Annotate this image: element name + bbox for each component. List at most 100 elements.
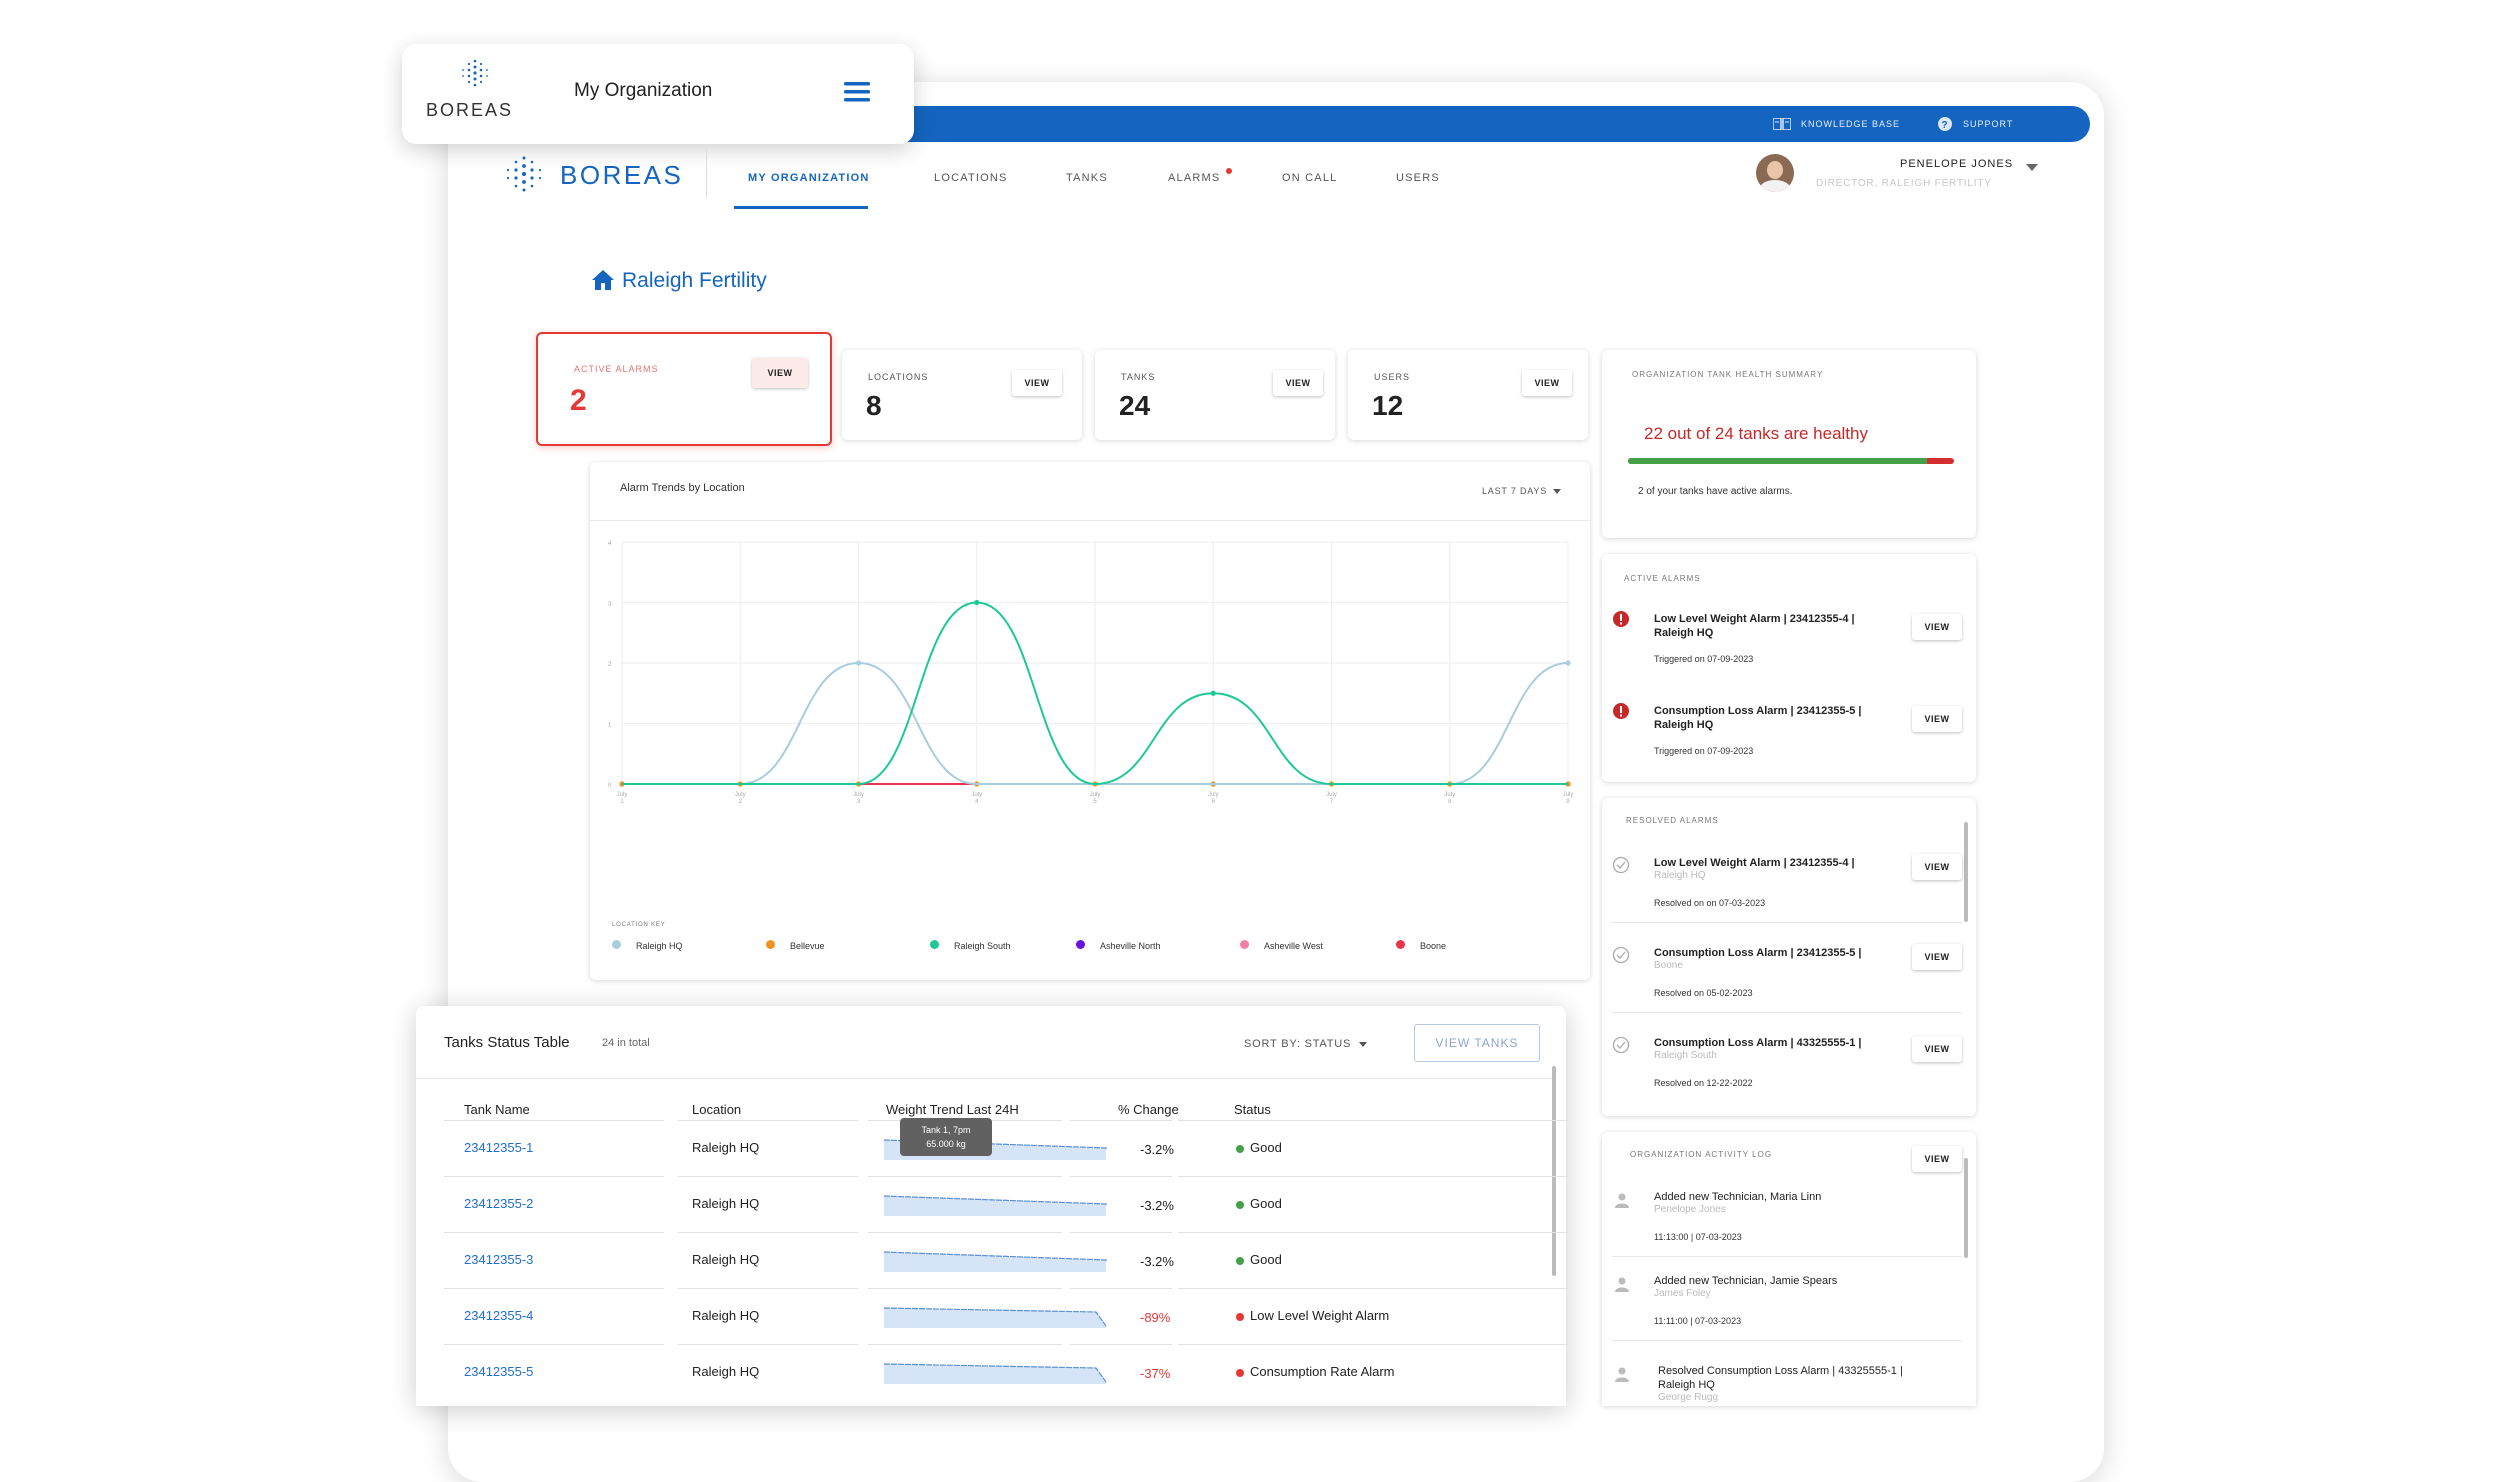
tank-health-note: 2 of your tanks have active alarms. xyxy=(1638,486,1793,497)
data-point xyxy=(1210,690,1216,696)
nav-users[interactable]: USERS xyxy=(1396,172,1440,184)
resolved-alarm-meta: Resolved on on 07-03-2023 xyxy=(1654,898,1766,908)
person-icon xyxy=(1615,1277,1629,1292)
tank-name-link[interactable]: 23412355-5 xyxy=(464,1364,534,1379)
user-name: PENELOPE JONES xyxy=(1900,158,2014,170)
resolved-alarm-meta: Resolved on 05-02-2023 xyxy=(1654,988,1753,998)
column-header-location[interactable]: Location xyxy=(692,1102,742,1117)
status-text: Low Level Weight Alarm xyxy=(1250,1308,1390,1323)
table-header-divider xyxy=(416,1078,1556,1079)
x-tick-label: July xyxy=(617,792,628,798)
resolved-alarm-view-button[interactable]: VIEW xyxy=(1912,854,1962,880)
page-title: Raleigh Fertility xyxy=(622,269,767,292)
tank-location: Raleigh HQ xyxy=(692,1196,760,1211)
y-tick-label: 3 xyxy=(608,602,612,608)
x-tick-label: 6 xyxy=(1212,799,1216,805)
column-header-change[interactable]: % Change xyxy=(1118,1102,1179,1117)
column-header-weight-trend[interactable]: Weight Trend Last 24H xyxy=(886,1102,1019,1117)
row-divider xyxy=(868,1232,1062,1233)
legend-label[interactable]: Raleigh HQ xyxy=(636,941,683,951)
chart-range-label: LAST 7 DAYS xyxy=(1482,486,1547,496)
legend-label[interactable]: Asheville North xyxy=(1100,941,1161,951)
tank-name-link[interactable]: 23412355-1 xyxy=(464,1140,534,1155)
status-text: Good xyxy=(1250,1252,1282,1267)
x-tick-label: 8 xyxy=(1448,799,1452,805)
row-divider xyxy=(678,1288,858,1289)
hamburger-menu-icon[interactable] xyxy=(844,81,870,103)
legend-swatch xyxy=(612,940,621,949)
nav-locations[interactable]: LOCATIONS xyxy=(934,172,1008,184)
x-tick-label: 4 xyxy=(975,799,979,805)
legend-label[interactable]: Bellevue xyxy=(790,941,825,951)
legend-label[interactable]: Raleigh South xyxy=(954,941,1011,951)
users-view-button[interactable]: VIEW xyxy=(1522,370,1572,396)
column-header-tank-name[interactable]: Tank Name xyxy=(464,1102,530,1117)
tank-name-link[interactable]: 23412355-4 xyxy=(464,1308,534,1323)
status-dot xyxy=(1236,1201,1244,1209)
resolved-alarm-view-button[interactable]: VIEW xyxy=(1912,1036,1962,1062)
weight-sparkline[interactable] xyxy=(882,1246,1112,1272)
sparkline-area xyxy=(884,1308,1106,1328)
tank-health-bar-fill xyxy=(1628,458,1927,464)
row-divider xyxy=(444,1288,664,1289)
weight-sparkline[interactable] xyxy=(882,1190,1112,1216)
data-point xyxy=(1565,660,1571,666)
weight-sparkline[interactable] xyxy=(882,1358,1112,1384)
activity-log-label: ORGANIZATION ACTIVITY LOG xyxy=(1630,1150,1773,1159)
row-divider xyxy=(444,1344,664,1345)
status-dot xyxy=(1236,1369,1244,1377)
table-body: 23412355-1 Raleigh HQ -3.2% Good 23412355-2 R… xyxy=(416,1006,1568,1406)
x-tick-label: 5 xyxy=(1093,799,1097,805)
tooltip-line-1: Tank 1, 7pm xyxy=(921,1125,971,1135)
x-tick-label: July xyxy=(1563,792,1574,798)
nav-tanks[interactable]: TANKS xyxy=(1066,172,1108,184)
nav-on-call[interactable]: ON CALL xyxy=(1282,172,1338,184)
weight-sparkline[interactable] xyxy=(882,1302,1112,1328)
active-alarm-view-button[interactable]: VIEW xyxy=(1912,706,1962,732)
column-header-status[interactable]: Status xyxy=(1234,1102,1271,1117)
table-scrollbar[interactable] xyxy=(1552,1066,1556,1276)
y-tick-label: 0 xyxy=(608,783,612,789)
chart-range-dropdown[interactable]: LAST 7 DAYS xyxy=(1482,486,1561,496)
nav-active-indicator xyxy=(734,206,868,209)
resolved-alarm-view-button[interactable]: VIEW xyxy=(1912,944,1962,970)
active-alarm-meta: Triggered on 07-09-2023 xyxy=(1654,746,1754,756)
locations-count: 8 xyxy=(866,390,882,421)
series-line xyxy=(622,601,1568,786)
active-alarms-view-button[interactable]: VIEW xyxy=(752,358,808,388)
activity-log-scrollbar[interactable] xyxy=(1964,1158,1968,1258)
help-icon: ? xyxy=(1938,117,1952,131)
knowledge-base-label: KNOWLEDGE BASE xyxy=(1801,119,1901,129)
book-icon xyxy=(1773,118,1791,130)
chevron-down-icon xyxy=(1553,488,1561,494)
nav-my-organization[interactable]: MY ORGANIZATION xyxy=(748,172,870,184)
sparkline-line xyxy=(883,1251,1107,1262)
tank-name-link[interactable]: 23412355-3 xyxy=(464,1252,534,1267)
tank-name-link[interactable]: 23412355-2 xyxy=(464,1196,534,1211)
knowledge-base-link[interactable]: KNOWLEDGE BASE xyxy=(1773,106,1900,142)
chevron-down-icon[interactable] xyxy=(2026,164,2038,172)
locations-view-button[interactable]: VIEW xyxy=(1012,370,1062,396)
x-tick-label: 9 xyxy=(1566,799,1570,805)
nav-alarms[interactable]: ALARMS xyxy=(1168,172,1221,184)
legend-label[interactable]: Asheville West xyxy=(1264,941,1323,951)
user-role: DIRECTOR, RALEIGH FERTILITY xyxy=(1816,178,1992,189)
tanks-view-button[interactable]: VIEW xyxy=(1273,370,1323,396)
active-alarm-meta: Triggered on 07-09-2023 xyxy=(1654,654,1754,664)
view-tanks-button[interactable]: VIEW TANKS xyxy=(1414,1024,1540,1062)
sort-dropdown[interactable]: SORT BY: STATUS xyxy=(1244,1038,1368,1050)
person-icon xyxy=(1615,1193,1629,1208)
status-text: Consumption Rate Alarm xyxy=(1250,1364,1395,1379)
resolved-alarms-scrollbar[interactable] xyxy=(1964,822,1968,922)
avatar[interactable] xyxy=(1756,154,1794,192)
legend-label[interactable]: Boone xyxy=(1420,941,1447,951)
support-link[interactable]: ? SUPPORT xyxy=(1937,106,2013,142)
chart-legend: Raleigh HQ Bellevue Raleigh South Asheville… xyxy=(590,940,1590,960)
active-alarm-view-button[interactable]: VIEW xyxy=(1912,614,1962,640)
mobile-header-card: BOREAS My Organization xyxy=(402,44,914,144)
activity-log-view-button[interactable]: VIEW xyxy=(1912,1146,1962,1172)
tank-location: Raleigh HQ xyxy=(692,1308,760,1323)
home-icon xyxy=(592,270,614,290)
row-divider xyxy=(678,1120,858,1121)
y-tick-label: 2 xyxy=(608,662,612,668)
